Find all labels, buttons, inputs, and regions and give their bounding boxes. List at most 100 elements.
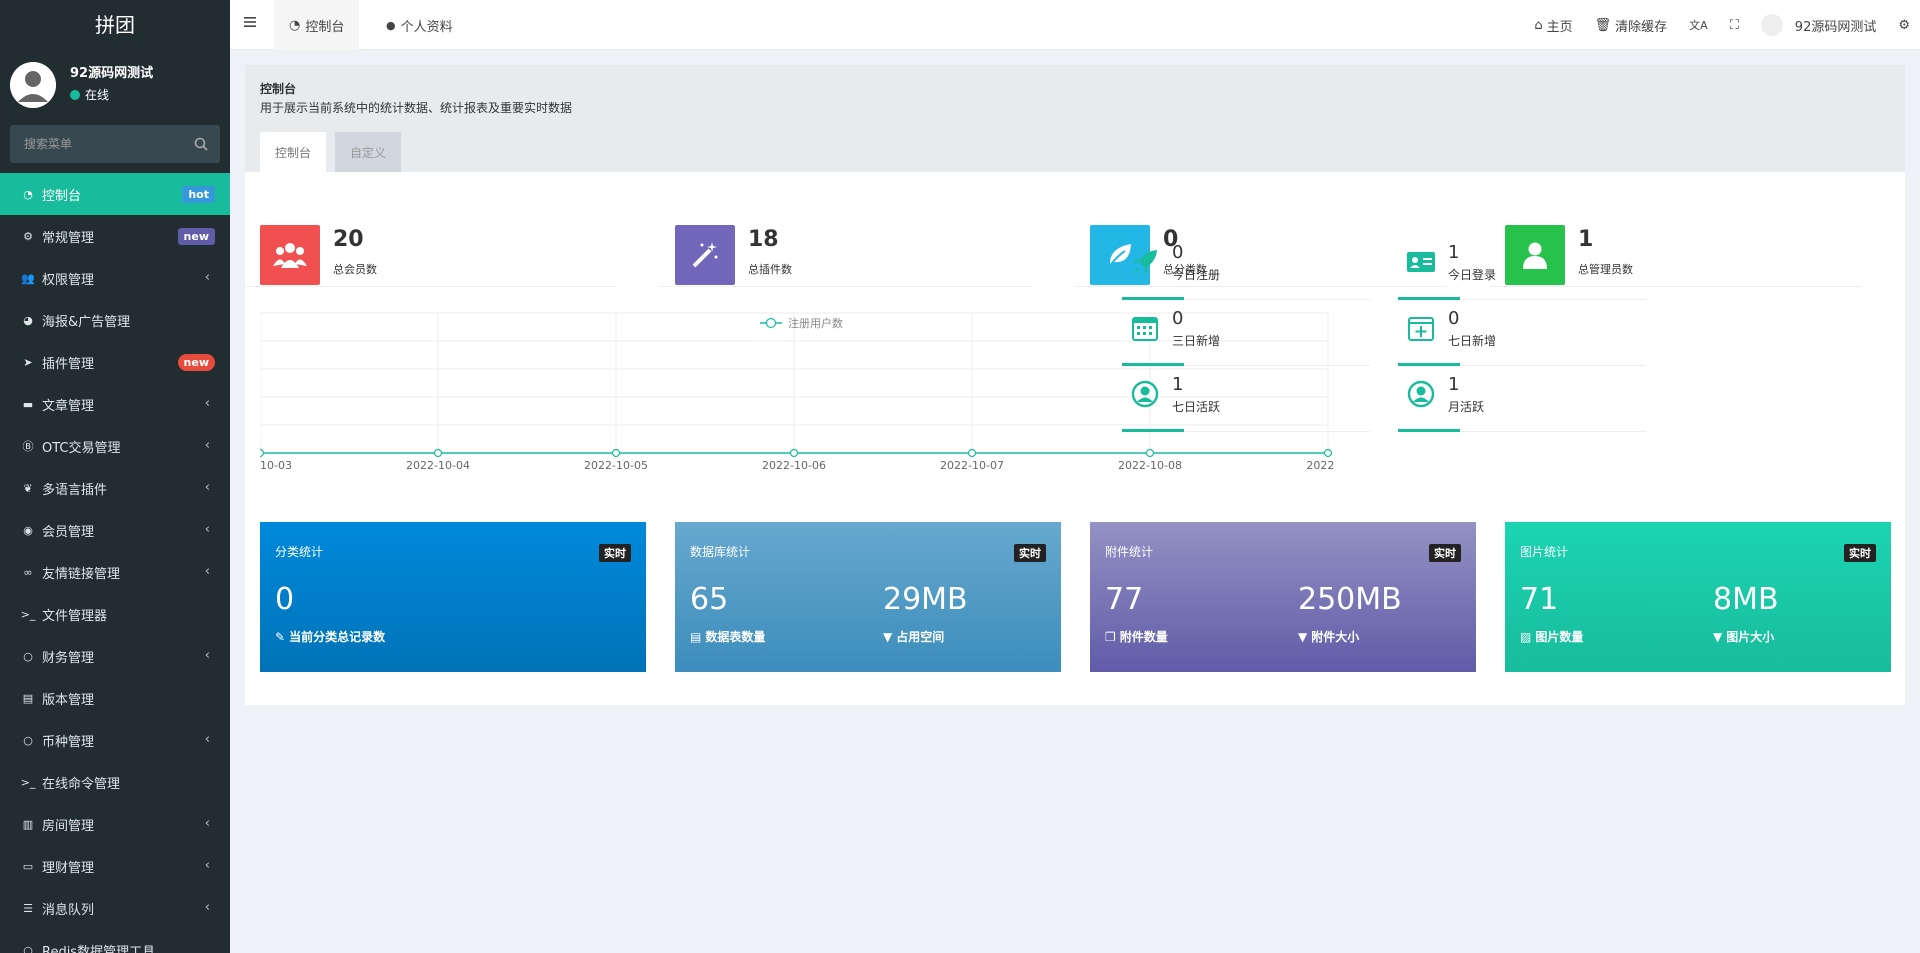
sidebar-item[interactable]: ◕ 海报&广告管理 <box>0 299 230 341</box>
header-tab-dashboard[interactable]: ◔ 控制台 <box>274 0 360 50</box>
filter-icon: ▼ <box>1298 629 1308 644</box>
language-toggle[interactable]: 文A <box>1689 17 1708 33</box>
chevron-left-icon: ‹ <box>204 396 210 411</box>
card-value-secondary: 29MB <box>883 582 968 617</box>
menu-toggle-icon[interactable] <box>244 16 256 28</box>
calendar-icon <box>1130 313 1160 343</box>
sidebar-item[interactable]: ∞ 友情链接管理 ‹ <box>0 551 230 593</box>
chart-bar-icon: ▥ <box>22 817 34 831</box>
card-subtitle: ▨ 图片数量 <box>1520 628 1583 645</box>
card-title: 数据库统计 <box>690 545 751 559</box>
sidebar-item[interactable]: ❦ 多语言插件 ‹ <box>0 467 230 509</box>
sidebar-item[interactable]: ○ 币种管理 ‹ <box>0 719 230 761</box>
sidebar-item[interactable]: 👥 权限管理 ‹ <box>0 257 230 299</box>
user-status: 在线 <box>70 86 153 103</box>
chart-legend-marker <box>765 317 777 329</box>
card-subtitle-text: 附件大小 <box>1311 630 1360 644</box>
card-subtitle-text: 数据表数量 <box>705 630 766 644</box>
user-avatar <box>10 62 56 108</box>
sidebar-item[interactable]: ▥ 房间管理 ‹ <box>0 803 230 845</box>
sidebar-item[interactable]: >_ 文件管理器 <box>0 593 230 635</box>
sidebar-item-label: 文章管理 <box>42 398 95 414</box>
card-subtitle-text: 图片大小 <box>1726 630 1775 644</box>
home-link[interactable]: ⌂ 主页 <box>1534 16 1572 35</box>
chart-x-tick-label: 2022-10-05 <box>584 459 648 472</box>
mini-stat-label: 今日注册 <box>1172 268 1221 282</box>
card-subtitle-secondary: ▼ 图片大小 <box>1713 628 1774 645</box>
sidebar-item[interactable]: ⚙ 常规管理 new <box>0 215 230 257</box>
mini-stat: 0 七日新增 <box>1398 308 1646 366</box>
sidebar-item-label: OTC交易管理 <box>42 440 121 456</box>
app-logo[interactable]: 拼团 <box>0 0 230 50</box>
card-subtitle-text: 当前分类总记录数 <box>289 630 386 644</box>
mini-stat: 0 今日注册 <box>1122 242 1370 300</box>
page-description: 用于展示当前系统中的统计数据、统计报表及重要实时数据 <box>260 101 573 115</box>
chart-point <box>789 448 799 458</box>
chart-svg: 10-03 2022-10-04 2022-10-05 2022-10-06 2022-… <box>255 312 1350 472</box>
terminal-icon: >_ <box>20 775 36 789</box>
trash-icon: 🗑 <box>1594 17 1612 33</box>
sidebar-item-label: 权限管理 <box>42 272 95 288</box>
sidebar-item[interactable]: ○ 财务管理 ‹ <box>0 635 230 677</box>
card-subtitle: ✎ 当前分类总记录数 <box>275 628 385 645</box>
chart-x-tick-label: 2022-10-04 <box>406 459 470 472</box>
card-subtitle-text: 附件数量 <box>1119 630 1168 644</box>
mini-stat: 1 七日活跃 <box>1122 374 1370 432</box>
user-circle-icon <box>1406 379 1436 409</box>
clear-cache-button[interactable]: 🗑 清除缓存 <box>1595 16 1668 35</box>
user-status-text: 在线 <box>85 88 110 102</box>
magic-wand-icon <box>675 225 735 285</box>
stat-label: 总管理员数 <box>1578 263 1633 276</box>
sidebar-item[interactable]: ◔ 控制台 hot <box>0 173 230 215</box>
home-label: 主页 <box>1546 19 1573 35</box>
sidebar-item[interactable]: ○ Redis数据管理工具 <box>0 929 230 953</box>
sidebar-item-badge: new <box>177 354 215 371</box>
fullscreen-button[interactable]: ⛶ <box>1730 18 1739 33</box>
card-value: 71 <box>1520 582 1559 617</box>
chevron-left-icon: ‹ <box>204 522 210 537</box>
leaf-icon <box>1090 225 1150 285</box>
mini-stat-label: 七日活跃 <box>1172 400 1221 414</box>
sidebar-item-label: 版本管理 <box>42 692 95 708</box>
realtime-badge: 实时 <box>1429 544 1461 562</box>
page-title: 控制台 <box>260 82 297 96</box>
sidebar-item[interactable]: Ⓑ OTC交易管理 ‹ <box>0 425 230 467</box>
sidebar-item[interactable]: >_ 在线命令管理 <box>0 761 230 803</box>
user-menu[interactable]: 92源码网测试 <box>1760 14 1876 36</box>
header-tab-label: 控制台 <box>305 19 345 35</box>
sidebar-item[interactable]: ☰ 消息队列 ‹ <box>0 887 230 929</box>
main-content: 控制台 用于展示当前系统中的统计数据、统计报表及重要实时数据 控制台 自定义 2… <box>245 65 1905 705</box>
mini-stat-divider <box>1398 299 1646 300</box>
sidebar-menu: ◔ 控制台 hot ⚙ 常规管理 new 👥 权限管理 ‹ ◕ 海报&广告管理 ➤ 插件管理 new ▬ 文章… <box>0 173 230 953</box>
gear-icon: ⚙ <box>1898 17 1910 33</box>
sidebar-item[interactable]: ▤ 版本管理 <box>0 677 230 719</box>
sidebar: 拼团 92源码网测试 在线 ◔ 控制台 hot ⚙ 常规管理 new 👥 权限管理 ‹ ◕ 海报&广… <box>0 0 230 953</box>
online-dot-icon <box>70 89 80 100</box>
card-subtitle-text: 占用空间 <box>896 630 945 644</box>
settings-button[interactable]: ⚙ <box>1898 18 1910 33</box>
user-icon <box>1505 225 1565 285</box>
sidebar-item[interactable]: ▭ 理财管理 ‹ <box>0 845 230 887</box>
chart-point <box>255 448 265 458</box>
sidebar-item-label: 在线命令管理 <box>42 776 121 792</box>
search-icon[interactable] <box>194 137 208 151</box>
users-icon <box>260 225 320 285</box>
sidebar-item[interactable]: ◉ 会员管理 ‹ <box>0 509 230 551</box>
menu-search-input[interactable] <box>10 125 220 163</box>
stat-value: 1 <box>1578 227 1594 252</box>
chart-legend-label: 注册用户数 <box>788 316 843 330</box>
sidebar-item[interactable]: ▬ 文章管理 ‹ <box>0 383 230 425</box>
mini-stat-accent-bar <box>1122 429 1184 432</box>
summary-card: 附件统计 实时 77 ❐ 附件数量 250MB ▼ 附件大小 <box>1090 522 1476 672</box>
sidebar-item[interactable]: ➤ 插件管理 new <box>0 341 230 383</box>
rocket-icon <box>1130 247 1160 277</box>
stat-label: 总插件数 <box>748 263 792 276</box>
mini-stat-value: 1 <box>1448 242 1460 263</box>
tab-custom[interactable]: 自定义 <box>335 132 402 172</box>
chart-point <box>1145 448 1155 458</box>
registration-chart: 10-03 2022-10-04 2022-10-05 2022-10-06 2022-… <box>255 305 1350 485</box>
header-tab-profile[interactable]: ● 个人资料 <box>371 0 468 50</box>
card-subtitle: ▤ 数据表数量 <box>690 628 765 645</box>
tab-dashboard[interactable]: 控制台 <box>260 132 327 172</box>
stat-label: 总会员数 <box>333 263 377 276</box>
